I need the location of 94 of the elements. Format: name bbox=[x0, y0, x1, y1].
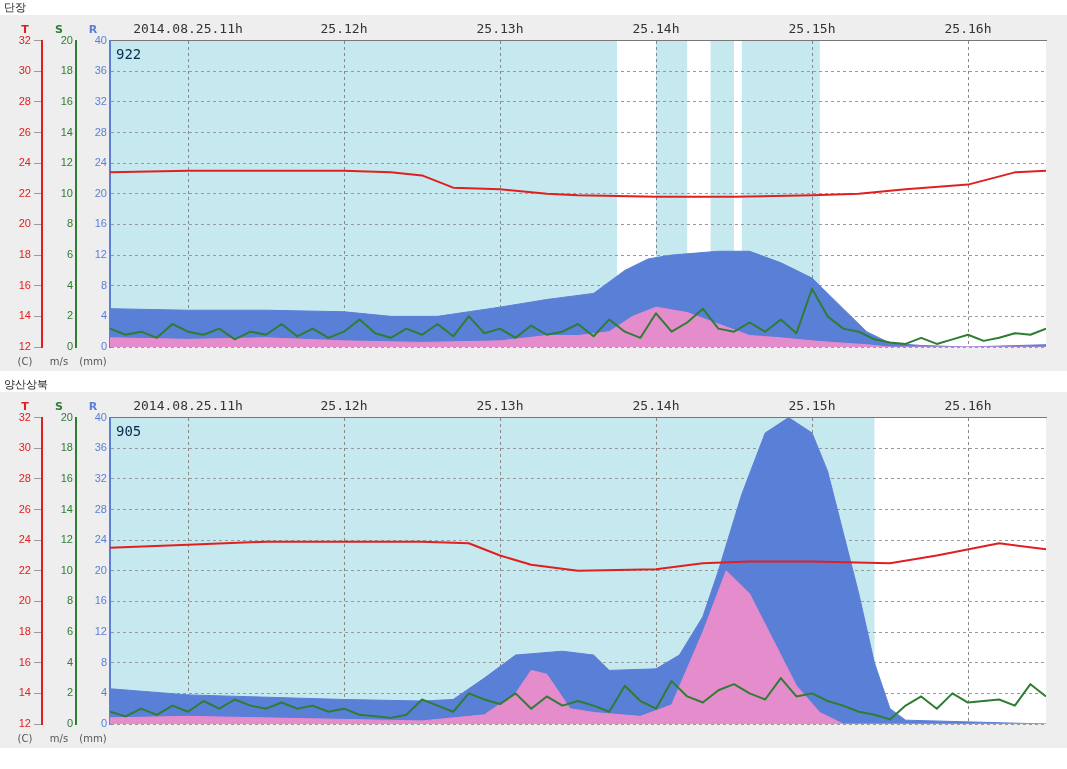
x-tick-label: 25.12h bbox=[320, 398, 368, 414]
y2-tick-label: 12 bbox=[60, 156, 73, 169]
y3-tick-label: 40 bbox=[94, 33, 107, 46]
text: (C) bbox=[17, 356, 33, 367]
y2-tick-label: 18 bbox=[60, 64, 73, 77]
y-axis-title: T bbox=[21, 22, 30, 36]
y-tick-label: 20 bbox=[18, 594, 31, 607]
x-tick-label: 25.13h bbox=[476, 398, 524, 414]
y3-tick-label: 36 bbox=[94, 64, 107, 77]
y-axis-title: T bbox=[21, 399, 30, 413]
y2-tick-label: 14 bbox=[60, 502, 73, 515]
text: (mm) bbox=[79, 733, 107, 744]
y3-tick-label: 0 bbox=[100, 717, 107, 730]
y3-tick-label: 32 bbox=[94, 94, 107, 107]
y2-tick-label: 2 bbox=[66, 686, 73, 699]
y2-tick-label: 18 bbox=[60, 441, 73, 454]
y-tick-label: 22 bbox=[18, 186, 31, 199]
y2-tick-label: 8 bbox=[66, 594, 73, 607]
y2-tick-label: 16 bbox=[60, 471, 73, 484]
y3-tick-label: 28 bbox=[94, 125, 107, 138]
y3-tick-label: 12 bbox=[94, 248, 107, 261]
y3-axis-title: R bbox=[88, 22, 98, 36]
x-tick-label: 2014.08.25.11h bbox=[133, 21, 243, 37]
y3-tick-label: 24 bbox=[94, 533, 107, 546]
y3-tick-label: 36 bbox=[94, 441, 107, 454]
chart-subtitle: 905 bbox=[116, 422, 142, 439]
y3-tick-label: 24 bbox=[94, 156, 107, 169]
y2-tick-label: 4 bbox=[66, 655, 73, 668]
y3-tick-label: 4 bbox=[100, 686, 107, 699]
y3-tick-label: 12 bbox=[94, 625, 107, 638]
y-tick-label: 18 bbox=[18, 625, 31, 638]
y-tick-label: 20 bbox=[18, 217, 31, 230]
y3-tick-label: 28 bbox=[94, 502, 107, 515]
y3-tick-label: 8 bbox=[100, 278, 107, 291]
y3-tick-label: 4 bbox=[100, 309, 107, 322]
x-tick-label: 25.16h bbox=[944, 398, 992, 414]
x-tick-label: 25.13h bbox=[476, 21, 524, 37]
y2-tick-label: 4 bbox=[66, 278, 73, 291]
y-tick-label: 22 bbox=[18, 563, 31, 576]
x-tick-label: 25.16h bbox=[944, 21, 992, 37]
y3-tick-label: 40 bbox=[94, 410, 107, 423]
y2-tick-label: 2 bbox=[66, 309, 73, 322]
y3-tick-label: 0 bbox=[100, 340, 107, 353]
y-tick-label: 32 bbox=[18, 410, 31, 423]
chart-subtitle: 922 bbox=[116, 45, 142, 62]
y2-tick-label: 0 bbox=[66, 717, 73, 730]
y-tick-label: 16 bbox=[18, 655, 31, 668]
x-tick-label: 25.12h bbox=[320, 21, 368, 37]
x-tick-label: 25.15h bbox=[788, 398, 836, 414]
y-tick-label: 18 bbox=[18, 248, 31, 261]
y3-tick-label: 8 bbox=[100, 655, 107, 668]
y3-axis-title: R bbox=[88, 399, 98, 413]
y-tick-label: 26 bbox=[18, 125, 31, 138]
text: (C) bbox=[17, 733, 33, 744]
x-tick-label: 25.14h bbox=[632, 21, 680, 37]
y2-tick-label: 12 bbox=[60, 533, 73, 546]
y2-tick-label: 6 bbox=[66, 625, 73, 638]
text: m/s bbox=[49, 733, 69, 744]
text: (mm) bbox=[79, 356, 107, 367]
x-tick-label: 2014.08.25.11h bbox=[133, 398, 243, 414]
text: m/s bbox=[49, 356, 69, 367]
chart-title: 양산상북 bbox=[3, 377, 49, 392]
y3-tick-label: 20 bbox=[94, 186, 107, 199]
y3-tick-label: 32 bbox=[94, 471, 107, 484]
y2-tick-label: 10 bbox=[60, 563, 73, 576]
y-tick-label: 30 bbox=[18, 64, 31, 77]
y2-tick-label: 8 bbox=[66, 217, 73, 230]
y-tick-label: 26 bbox=[18, 502, 31, 515]
x-tick-label: 25.15h bbox=[788, 21, 836, 37]
y-tick-label: 30 bbox=[18, 441, 31, 454]
y-tick-label: 28 bbox=[18, 94, 31, 107]
y3-tick-label: 16 bbox=[94, 217, 107, 230]
y-tick-label: 12 bbox=[18, 340, 31, 353]
y-tick-label: 12 bbox=[18, 717, 31, 730]
y-tick-label: 14 bbox=[18, 309, 31, 322]
y2-tick-label: 6 bbox=[66, 248, 73, 261]
text: 단장 bbox=[3, 0, 27, 15]
y-tick-label: 32 bbox=[18, 33, 31, 46]
y2-tick-label: 10 bbox=[60, 186, 73, 199]
y2-tick-label: 16 bbox=[60, 94, 73, 107]
y2-tick-label: 20 bbox=[60, 410, 73, 423]
y3-tick-label: 20 bbox=[94, 563, 107, 576]
y2-axis-title: S bbox=[55, 399, 64, 413]
y3-tick-label: 16 bbox=[94, 594, 107, 607]
x-tick-label: 25.14h bbox=[632, 398, 680, 414]
y-tick-label: 14 bbox=[18, 686, 31, 699]
y2-tick-label: 20 bbox=[60, 33, 73, 46]
y-tick-label: 16 bbox=[18, 278, 31, 291]
y2-tick-label: 0 bbox=[66, 340, 73, 353]
y-tick-label: 24 bbox=[18, 533, 31, 546]
y2-axis-title: S bbox=[55, 22, 64, 36]
y2-tick-label: 14 bbox=[60, 125, 73, 138]
y-tick-label: 24 bbox=[18, 156, 31, 169]
y-tick-label: 28 bbox=[18, 471, 31, 484]
